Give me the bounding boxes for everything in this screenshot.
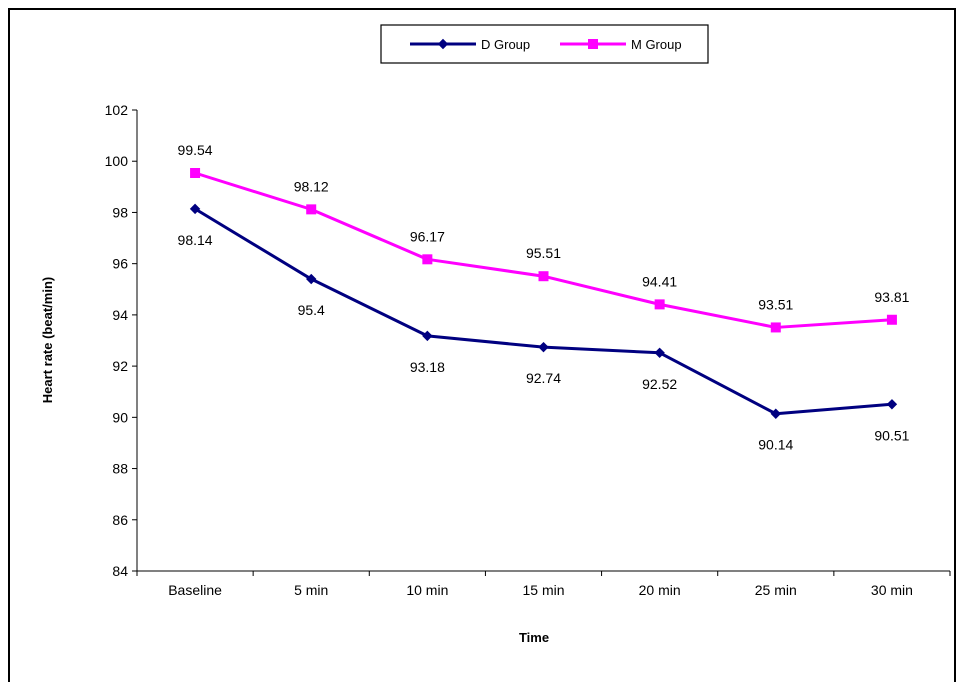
y-tick-label: 92 [112,358,128,374]
y-tick-label: 96 [112,256,128,272]
data-label: 94.41 [642,273,677,289]
legend: D Group M Group [381,25,708,63]
y-tick-label: 102 [105,102,129,118]
data-point [307,205,316,214]
data-point [191,169,200,178]
data-point [539,343,548,352]
x-tick-label: 5 min [294,582,328,598]
legend-label: D Group [481,37,530,52]
data-label: 92.52 [642,376,677,392]
data-label: 93.81 [874,289,909,305]
data-point [887,315,896,324]
data-point [887,400,896,409]
data-label: 98.12 [294,178,329,194]
data-label: 93.18 [410,359,445,375]
x-tick-label: 30 min [871,582,913,598]
data-label: 95.51 [526,245,561,261]
data-point [771,323,780,332]
data-point [423,255,432,264]
legend-label: M Group [631,37,682,52]
y-tick-label: 88 [112,461,128,477]
data-label: 90.14 [758,437,793,453]
x-tick-label: 25 min [755,582,797,598]
y-axis-ticks: 84 86 88 90 92 94 96 98 100 102 [105,102,137,579]
data-label: 92.74 [526,370,561,386]
y-tick-label: 90 [112,409,128,425]
data-label: 99.54 [178,142,213,158]
y-tick-label: 86 [112,512,128,528]
data-label: 98.14 [178,232,213,248]
x-tick-label: Baseline [168,582,222,598]
data-label: 90.51 [874,427,909,443]
y-tick-label: 84 [112,563,128,579]
x-axis-title: Time [519,630,549,645]
y-tick-label: 100 [105,153,129,169]
data-label: 93.51 [758,296,793,312]
x-tick-label: 10 min [406,582,448,598]
y-tick-label: 98 [112,204,128,220]
series-d-group: 98.14 95.4 93.18 92.74 92.52 90.14 90.51 [178,204,910,452]
x-tick-label: 15 min [522,582,564,598]
data-point [539,272,548,281]
data-label: 95.4 [298,302,325,318]
x-axis-ticks: Baseline 5 min 10 min 15 min 20 min 25 min 30 … [137,571,950,598]
data-point [655,300,664,309]
y-tick-label: 94 [112,307,128,323]
legend-marker [589,40,598,49]
x-tick-label: 20 min [639,582,681,598]
series-m-group: 99.54 98.12 96.17 95.51 94.41 93.51 93.81 [178,142,910,332]
data-label: 96.17 [410,228,445,244]
y-axis-title: Heart rate (beat/min) [40,277,55,403]
